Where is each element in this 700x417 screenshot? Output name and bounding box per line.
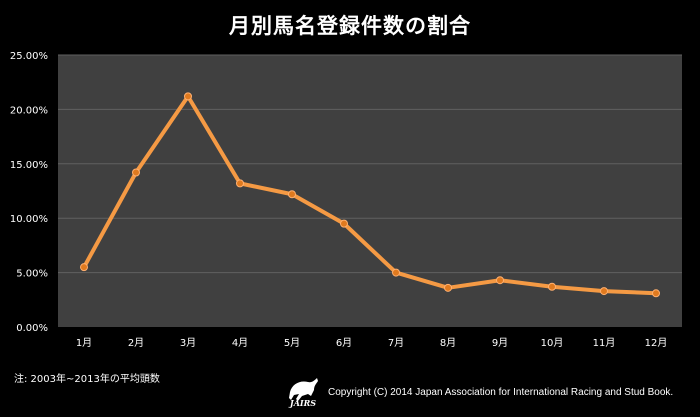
data-point bbox=[496, 276, 504, 285]
y-tick-label: 15.00% bbox=[10, 160, 48, 171]
footnote: 注: 2003年~2013年の平均頭数 bbox=[14, 374, 160, 385]
y-tick-label: 5.00% bbox=[16, 269, 48, 280]
data-point bbox=[80, 263, 88, 272]
data-point bbox=[444, 283, 452, 292]
y-tick-label: 10.00% bbox=[10, 214, 48, 225]
x-tick-label: 4月 bbox=[232, 337, 248, 349]
data-point bbox=[236, 179, 244, 188]
y-axis-ticks: 0.00% 5.00% 10.00% 15.00% 20.00% 25.00% bbox=[10, 51, 48, 334]
y-tick-label: 20.00% bbox=[10, 105, 48, 116]
x-tick-label: 6月 bbox=[336, 337, 352, 349]
data-point bbox=[548, 282, 556, 291]
logo-text: JAIRS bbox=[288, 398, 316, 408]
data-point bbox=[184, 92, 192, 101]
x-tick-label: 2月 bbox=[128, 337, 144, 349]
series-layer bbox=[80, 92, 660, 298]
x-axis-ticks: 1月 2月 3月 4月 5月 6月 7月 8月 9月 10月 11月 12月 bbox=[76, 337, 668, 349]
data-point bbox=[652, 289, 660, 298]
data-point bbox=[600, 287, 608, 296]
chart-title: 月別馬名登録件数の割合 bbox=[229, 14, 471, 38]
data-point bbox=[288, 190, 296, 199]
x-tick-label: 3月 bbox=[180, 337, 196, 349]
copyright-text: Copyright (C) 2014 Japan Association for… bbox=[328, 387, 674, 398]
x-tick-label: 12月 bbox=[645, 337, 668, 349]
x-tick-label: 11月 bbox=[593, 337, 616, 349]
jairs-logo: JAIRS bbox=[288, 378, 318, 408]
gridlines bbox=[58, 54, 682, 274]
plot-area bbox=[58, 55, 682, 327]
x-tick-label: 7月 bbox=[388, 337, 404, 349]
x-tick-label: 9月 bbox=[492, 337, 508, 349]
data-point bbox=[132, 168, 140, 177]
x-tick-label: 5月 bbox=[284, 337, 300, 349]
y-tick-label: 25.00% bbox=[10, 51, 48, 62]
x-tick-label: 1月 bbox=[76, 337, 92, 349]
x-tick-label: 10月 bbox=[541, 337, 564, 349]
y-tick-label: 0.00% bbox=[16, 323, 48, 334]
data-point bbox=[392, 268, 400, 277]
x-tick-label: 8月 bbox=[440, 337, 456, 349]
data-point bbox=[340, 219, 348, 228]
series-line bbox=[82, 94, 658, 296]
